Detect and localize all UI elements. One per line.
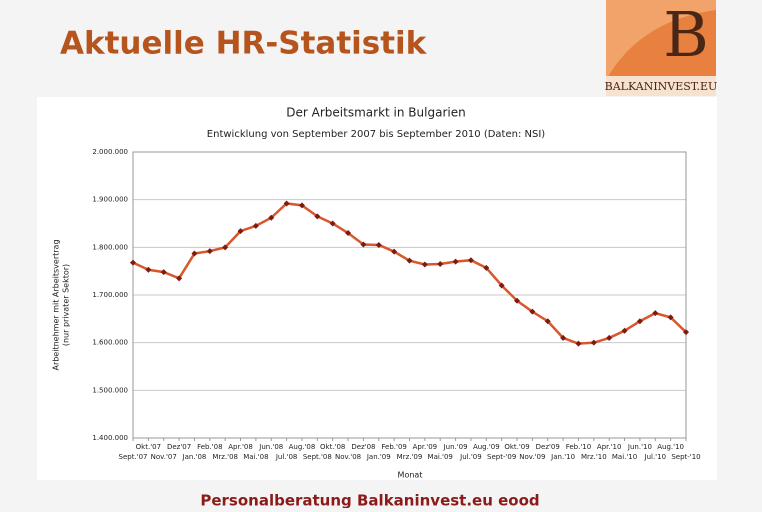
x-tick-label: Okt.'07 xyxy=(136,443,161,451)
x-tick-label: Jan.'08 xyxy=(182,453,207,461)
data-point xyxy=(375,241,382,248)
data-point xyxy=(498,282,505,289)
x-tick-label: Aug.'08 xyxy=(289,443,316,451)
y-tick-label: 2.000.000 xyxy=(92,148,128,156)
data-point xyxy=(452,258,459,265)
data-point xyxy=(283,200,290,207)
data-point xyxy=(406,257,413,264)
data-point xyxy=(329,220,336,227)
x-tick-label: Jan.'10 xyxy=(550,453,575,461)
data-point xyxy=(575,340,582,347)
x-tick-label: Aug.'09 xyxy=(473,443,500,451)
y-axis-label: (nur privater Sektor) xyxy=(62,264,71,346)
data-point xyxy=(345,230,352,237)
x-tick-label: Jul.'08 xyxy=(275,453,298,461)
data-point xyxy=(590,339,597,346)
y-tick-label: 1.700.000 xyxy=(92,291,128,299)
x-axis-label: Monat xyxy=(398,471,423,480)
data-point xyxy=(606,334,613,341)
data-point xyxy=(237,228,244,235)
data-point xyxy=(514,297,521,304)
data-point xyxy=(560,334,567,341)
data-point xyxy=(544,318,551,325)
logo-name: Balkaninvest.eu xyxy=(605,80,718,93)
data-point xyxy=(391,248,398,255)
data-point xyxy=(298,202,305,209)
x-tick-label: Aug.'10 xyxy=(657,443,684,451)
x-tick-label: Mrz.'08 xyxy=(212,453,238,461)
data-point xyxy=(252,222,259,229)
data-point xyxy=(621,327,628,334)
x-tick-label: Feb.'08 xyxy=(197,443,222,451)
x-tick-label: Sept.'08 xyxy=(303,453,332,461)
data-point xyxy=(421,261,428,268)
x-tick-label: Jul.'09 xyxy=(459,453,482,461)
data-point xyxy=(206,248,213,255)
x-tick-label: Jul.'10 xyxy=(644,453,667,461)
x-tick-label: Mai.'08 xyxy=(243,453,268,461)
x-tick-label: Dez'07 xyxy=(167,443,191,451)
data-point xyxy=(268,214,275,221)
data-point xyxy=(683,329,689,336)
x-tick-label: Nov.'08 xyxy=(335,453,361,461)
x-tick-label: Apr.'10 xyxy=(597,443,622,451)
data-point xyxy=(191,250,198,257)
y-tick-label: 1.600.000 xyxy=(92,339,128,347)
x-tick-label: Feb.'09 xyxy=(381,443,406,451)
data-point xyxy=(145,266,152,273)
x-tick-label: Sept.'07 xyxy=(119,453,148,461)
x-tick-label: Apr.'08 xyxy=(228,443,253,451)
data-point xyxy=(222,244,229,251)
logo-shape xyxy=(606,0,716,80)
x-tick-label: Nov.'07 xyxy=(151,453,177,461)
data-point xyxy=(667,314,674,321)
x-tick-label: Mai.'09 xyxy=(428,453,453,461)
data-point xyxy=(130,259,136,266)
x-tick-label: Jun.'08 xyxy=(258,443,283,451)
x-tick-label: Feb.'10 xyxy=(566,443,591,451)
x-tick-label: Mai.'10 xyxy=(612,453,637,461)
chart-subtitle: Entwicklung von September 2007 bis Septe… xyxy=(207,129,545,140)
x-tick-label: Apr.'09 xyxy=(413,443,438,451)
x-tick-label: Sept-'10 xyxy=(671,453,700,461)
x-tick-label: Okt.'09 xyxy=(504,443,529,451)
x-tick-label: Jan.'09 xyxy=(366,453,391,461)
data-point xyxy=(160,269,167,276)
x-tick-label: Okt.'08 xyxy=(320,443,345,451)
logo-band xyxy=(606,76,716,96)
logo-letter: B xyxy=(663,0,709,71)
x-tick-label: Dez'08 xyxy=(351,443,375,451)
y-axis-label: Arbeitnehmer mit Arbeitsvertrag xyxy=(52,239,61,370)
chart-title: Der Arbeitsmarkt in Bulgarien xyxy=(286,106,465,120)
data-point xyxy=(467,257,474,264)
data-point xyxy=(652,310,659,317)
chart-panel xyxy=(37,97,717,480)
data-point xyxy=(636,318,643,325)
data-point xyxy=(437,261,444,268)
y-tick-label: 1.800.000 xyxy=(92,243,128,251)
footer: Personalberatung Balkaninvest.eu eood xyxy=(200,492,539,509)
y-tick-label: 1.900.000 xyxy=(92,196,128,204)
x-tick-label: Jun.'10 xyxy=(627,443,652,451)
x-tick-label: Mrz.'10 xyxy=(581,453,607,461)
data-point xyxy=(176,275,183,282)
y-tick-label: 1.500.000 xyxy=(92,386,128,394)
x-tick-label: Nov.'09 xyxy=(519,453,545,461)
data-point xyxy=(529,308,536,315)
slide-title: Aktuelle HR-Statistik xyxy=(60,26,428,62)
y-tick-label: 1.400.000 xyxy=(92,434,128,442)
data-point xyxy=(314,213,321,220)
data-point xyxy=(483,264,490,271)
x-tick-label: Sept-'09 xyxy=(487,453,516,461)
data-point xyxy=(360,241,367,248)
x-tick-label: Dez'09 xyxy=(536,443,560,451)
x-tick-label: Jun.'09 xyxy=(443,443,468,451)
x-tick-label: Mrz.'09 xyxy=(397,453,423,461)
